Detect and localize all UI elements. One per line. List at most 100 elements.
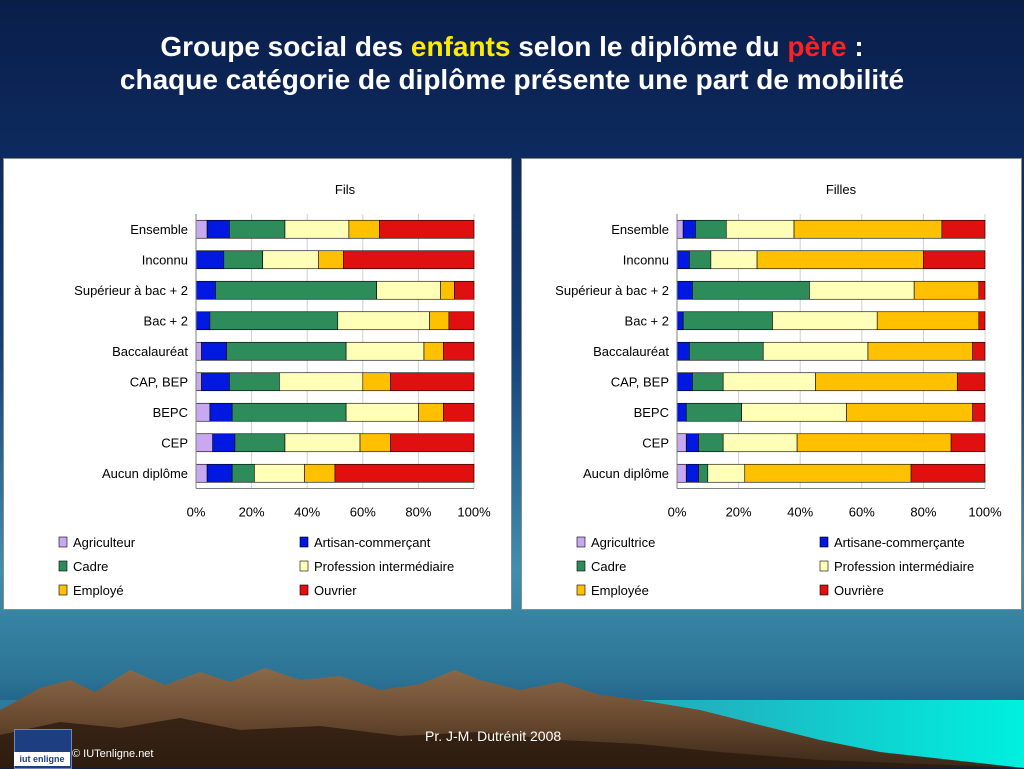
bar-segment — [685, 433, 699, 453]
mountain-landscape — [0, 668, 1024, 768]
bar-segment — [337, 311, 430, 331]
x-tick-label: 0% — [187, 505, 206, 520]
x-tick-label: 60% — [350, 505, 376, 520]
bar-segment — [692, 280, 810, 300]
legend-label: Ouvrier — [314, 583, 357, 598]
bar-segment — [318, 250, 344, 270]
bar-segment — [279, 372, 364, 392]
bar-segment — [972, 341, 986, 361]
bar-segment — [956, 372, 986, 392]
legend-swatch — [299, 584, 309, 596]
legend-swatch — [819, 560, 829, 572]
category-label: BEPC — [634, 405, 669, 420]
bar-segment — [215, 280, 378, 300]
copyright-link[interactable]: © IUTenligne.net — [72, 748, 154, 760]
bar-segment — [793, 219, 943, 239]
category-label: Baccalauréat — [112, 344, 188, 359]
category-label: Supérieur à bac + 2 — [555, 283, 669, 298]
bar-segment — [362, 372, 391, 392]
category-label: Baccalauréat — [593, 344, 669, 359]
bar-segment — [796, 433, 952, 453]
bar-segment — [710, 250, 758, 270]
bar-segment — [941, 219, 986, 239]
bar-segment — [304, 463, 336, 483]
x-tick-label: 40% — [294, 505, 320, 520]
legend-swatch — [58, 584, 68, 596]
bar-segment — [195, 341, 202, 361]
legend-swatch — [576, 560, 586, 572]
bar-segment — [685, 463, 699, 483]
bar-segment — [741, 402, 847, 422]
bar-segment — [978, 311, 986, 331]
x-tick-label: 60% — [849, 505, 875, 520]
bar-segment — [722, 372, 816, 392]
chart-filles: Filles Ensemble Inconnu Supérieur à bac + 2… — [555, 182, 1002, 598]
bar-segment — [229, 372, 280, 392]
x-tick-label: 0% — [668, 505, 687, 520]
bar-segment — [815, 372, 958, 392]
legend-label: Agricultrice — [591, 535, 655, 550]
bar-segment — [376, 280, 441, 300]
bar-segment — [689, 341, 764, 361]
bar-segment — [692, 372, 724, 392]
x-tick-label: 100% — [968, 505, 1002, 520]
bar-segment — [676, 280, 693, 300]
bar-segment — [676, 463, 687, 483]
bar-segment — [379, 219, 475, 239]
bar-segment — [676, 219, 684, 239]
bar-segment — [201, 372, 230, 392]
category-label: Inconnu — [142, 252, 188, 267]
x-tick-label: 80% — [405, 505, 431, 520]
bar-segment — [682, 311, 773, 331]
bar-segment — [846, 402, 973, 422]
bar-segment — [359, 433, 391, 453]
chart-panel-filles: Filles Ensemble Inconnu Supérieur à bac + 2… — [521, 158, 1022, 610]
title-highlight-enfants: enfants — [410, 31, 511, 62]
legend-swatch — [299, 560, 309, 572]
legend-swatch — [58, 536, 68, 548]
legend-label: Ouvrière — [834, 583, 884, 598]
bar-segment — [195, 433, 213, 453]
category-label: Aucun diplôme — [583, 466, 669, 481]
bar-segment — [429, 311, 450, 331]
slide-title: Groupe social des enfants selon le diplô… — [40, 30, 984, 96]
bar-segment — [876, 311, 980, 331]
bar-segment — [910, 463, 986, 483]
bar-segment — [212, 433, 236, 453]
bar-segment — [443, 341, 475, 361]
bar-segment — [262, 250, 319, 270]
bar-segment — [390, 433, 475, 453]
bar-segment — [682, 219, 696, 239]
bar-segment — [206, 219, 230, 239]
bar-segment — [195, 402, 211, 422]
legend-label: Artisane-commerçante — [834, 535, 965, 550]
bar-segment — [448, 311, 475, 331]
bar-segment — [454, 280, 475, 300]
legend-swatch — [576, 536, 586, 548]
legend-swatch — [819, 584, 829, 596]
legend-label: Profession intermédiaire — [314, 559, 454, 574]
category-label: Supérieur à bac + 2 — [74, 283, 188, 298]
legend-swatch — [299, 536, 309, 548]
bar-segment — [195, 463, 208, 483]
bar-segment — [226, 341, 347, 361]
legend-label: Employée — [591, 583, 649, 598]
bar-segment — [231, 463, 255, 483]
bar-segment — [201, 341, 227, 361]
bar-segment — [725, 219, 795, 239]
bar-segment — [390, 372, 475, 392]
bar-segment — [762, 341, 869, 361]
bar-segment — [809, 280, 915, 300]
legend-swatch — [58, 560, 68, 572]
bar-segment — [254, 463, 305, 483]
legend-label: Profession intermédiaire — [834, 559, 974, 574]
title-part3: : — [846, 31, 864, 62]
title-part2: selon le diplôme du — [510, 31, 788, 62]
bar-segment — [284, 219, 350, 239]
bar-segment — [209, 402, 233, 422]
iutenligne-logo-text: iut enligne — [14, 752, 70, 766]
bar-segment — [698, 463, 709, 483]
title-part1: Groupe social des — [160, 31, 411, 62]
category-label: Ensemble — [611, 222, 669, 237]
bar-segment — [440, 280, 455, 300]
